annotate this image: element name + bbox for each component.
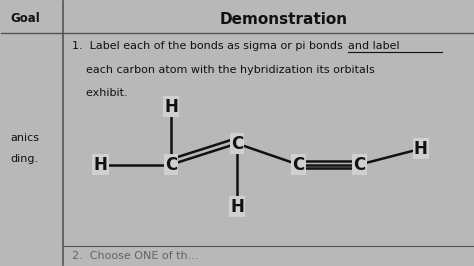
Text: exhibit.: exhibit. [72,88,128,98]
Text: C: C [292,156,304,174]
Text: each carbon atom with the hybridization its orbitals: each carbon atom with the hybridization … [72,65,375,74]
Text: H: H [93,156,107,174]
Text: Demonstration: Demonstration [220,12,348,27]
Text: H: H [230,198,244,216]
Text: anics: anics [11,133,40,143]
Text: Goal: Goal [11,12,41,25]
Text: C: C [231,135,243,152]
Text: 2.  Choose ONE of th...: 2. Choose ONE of th... [72,251,199,261]
Text: and label: and label [348,41,400,51]
Text: H: H [164,98,178,116]
Text: 1.  Label each of the bonds as sigma or pi bonds: 1. Label each of the bonds as sigma or p… [72,41,346,51]
Text: ding.: ding. [11,154,39,164]
Text: C: C [165,156,177,174]
Text: H: H [414,140,428,158]
Text: C: C [354,156,365,174]
